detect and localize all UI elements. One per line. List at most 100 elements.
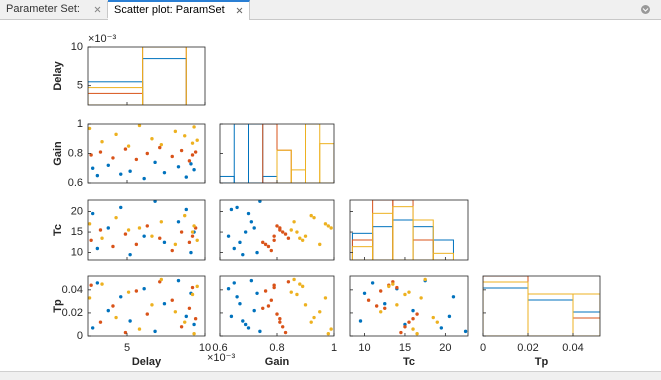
scatter-point xyxy=(128,169,132,173)
scatter-point xyxy=(266,304,271,308)
scatter-point xyxy=(189,162,193,166)
close-icon[interactable] xyxy=(94,6,101,13)
scatter-point xyxy=(195,284,199,289)
panel-content xyxy=(88,124,199,181)
scatter-point xyxy=(134,242,139,247)
scatter-point xyxy=(312,215,316,220)
scatter-point xyxy=(98,150,103,154)
scatter-point xyxy=(366,298,371,302)
x-tick-label: 0.02 xyxy=(517,342,538,354)
scatter-point xyxy=(150,303,154,307)
scatter-point xyxy=(303,234,308,238)
scatter-point xyxy=(111,304,115,308)
panel-border xyxy=(87,199,206,261)
scatter-point xyxy=(275,224,279,228)
scatter-point xyxy=(190,141,195,145)
scatter-point xyxy=(451,295,456,299)
scatter-point xyxy=(255,250,259,255)
x-axis-label: Tc xyxy=(403,356,415,368)
scatter-point xyxy=(190,230,195,234)
scatter-point xyxy=(111,156,115,160)
scatter-point xyxy=(179,230,184,234)
scatter-point xyxy=(243,230,248,234)
x-tick-label: 0.6 xyxy=(212,342,227,354)
panel xyxy=(350,276,468,336)
panel-content xyxy=(226,277,333,336)
scatter-point xyxy=(153,160,157,165)
scatter-point xyxy=(176,220,181,224)
scatter-point xyxy=(128,252,132,257)
scatter-point xyxy=(193,316,198,321)
x-tick-label: 0 xyxy=(480,342,486,354)
scatter-point xyxy=(463,329,468,334)
tab-label: Scatter plot: ParamSet xyxy=(114,4,225,16)
histogram-bar xyxy=(572,293,600,336)
y-tick-label: 0.8 xyxy=(68,147,83,159)
panel-border xyxy=(87,275,206,337)
scatter-point xyxy=(184,207,188,212)
panel-content xyxy=(483,276,600,336)
scatter-point xyxy=(137,124,142,128)
scatter-point xyxy=(415,312,419,316)
scatter-point xyxy=(150,234,154,238)
scatter-point xyxy=(88,296,92,300)
y-axis-label: Delay xyxy=(52,60,64,90)
x-tick-label: 20 xyxy=(439,342,451,354)
scatter-point xyxy=(179,148,184,153)
scatter-point xyxy=(261,240,265,245)
tab-active[interactable]: Scatter plot: ParamSet xyxy=(108,0,250,20)
x-tick-label: 15 xyxy=(399,342,411,354)
x-axis-label: Tp xyxy=(535,356,549,368)
scatter-point xyxy=(95,281,100,285)
scatter-point xyxy=(100,140,104,144)
scatter-point xyxy=(119,205,123,210)
scatter-point xyxy=(190,292,195,297)
menu-icon[interactable] xyxy=(640,4,651,15)
scatter-point xyxy=(153,329,157,334)
scatter-point xyxy=(383,301,387,306)
x-axis-label: Delay xyxy=(132,356,162,368)
scatter-point xyxy=(95,246,100,251)
scatter-point xyxy=(192,331,196,336)
scatter-point xyxy=(106,163,110,167)
y-tick-label: 0.04 xyxy=(62,284,83,296)
scatter-point xyxy=(246,326,251,330)
x-axis-label: Gain xyxy=(265,356,290,368)
histogram-bar xyxy=(142,47,187,105)
scatter-point xyxy=(183,134,187,138)
close-icon[interactable] xyxy=(236,7,243,14)
scatter-point xyxy=(362,291,367,296)
scatter-point xyxy=(98,320,103,324)
scatter-point xyxy=(387,284,391,289)
y-axis-label: Tp xyxy=(52,299,64,313)
panel-content xyxy=(358,277,468,336)
panel-content xyxy=(88,47,187,105)
scatter-point xyxy=(447,314,452,319)
scatter-point xyxy=(142,176,146,181)
scatter-point xyxy=(263,242,268,247)
scatter-point xyxy=(323,296,328,300)
scatter-point xyxy=(298,282,302,286)
scatter-point xyxy=(403,325,407,329)
histogram-bar xyxy=(276,149,292,183)
tab[interactable]: Parameter Set: xyxy=(0,1,108,18)
x-tick-label: 5 xyxy=(124,342,130,354)
y-axis-label: Tc xyxy=(52,224,64,236)
scatter-point xyxy=(123,147,128,151)
panel-content xyxy=(351,200,454,260)
scatter-point xyxy=(106,308,110,313)
scatter-point xyxy=(159,220,164,224)
scatter-point xyxy=(126,144,131,148)
scatter-point xyxy=(281,230,285,234)
panel xyxy=(220,200,334,260)
scatter-point xyxy=(379,310,383,314)
scatter-point xyxy=(162,170,167,175)
scatter-point xyxy=(229,314,234,319)
scatter-point xyxy=(173,242,178,247)
scatter-point xyxy=(150,137,154,141)
scatter-point xyxy=(318,242,322,247)
scatter-point xyxy=(272,234,276,238)
scatter-point xyxy=(137,327,142,331)
